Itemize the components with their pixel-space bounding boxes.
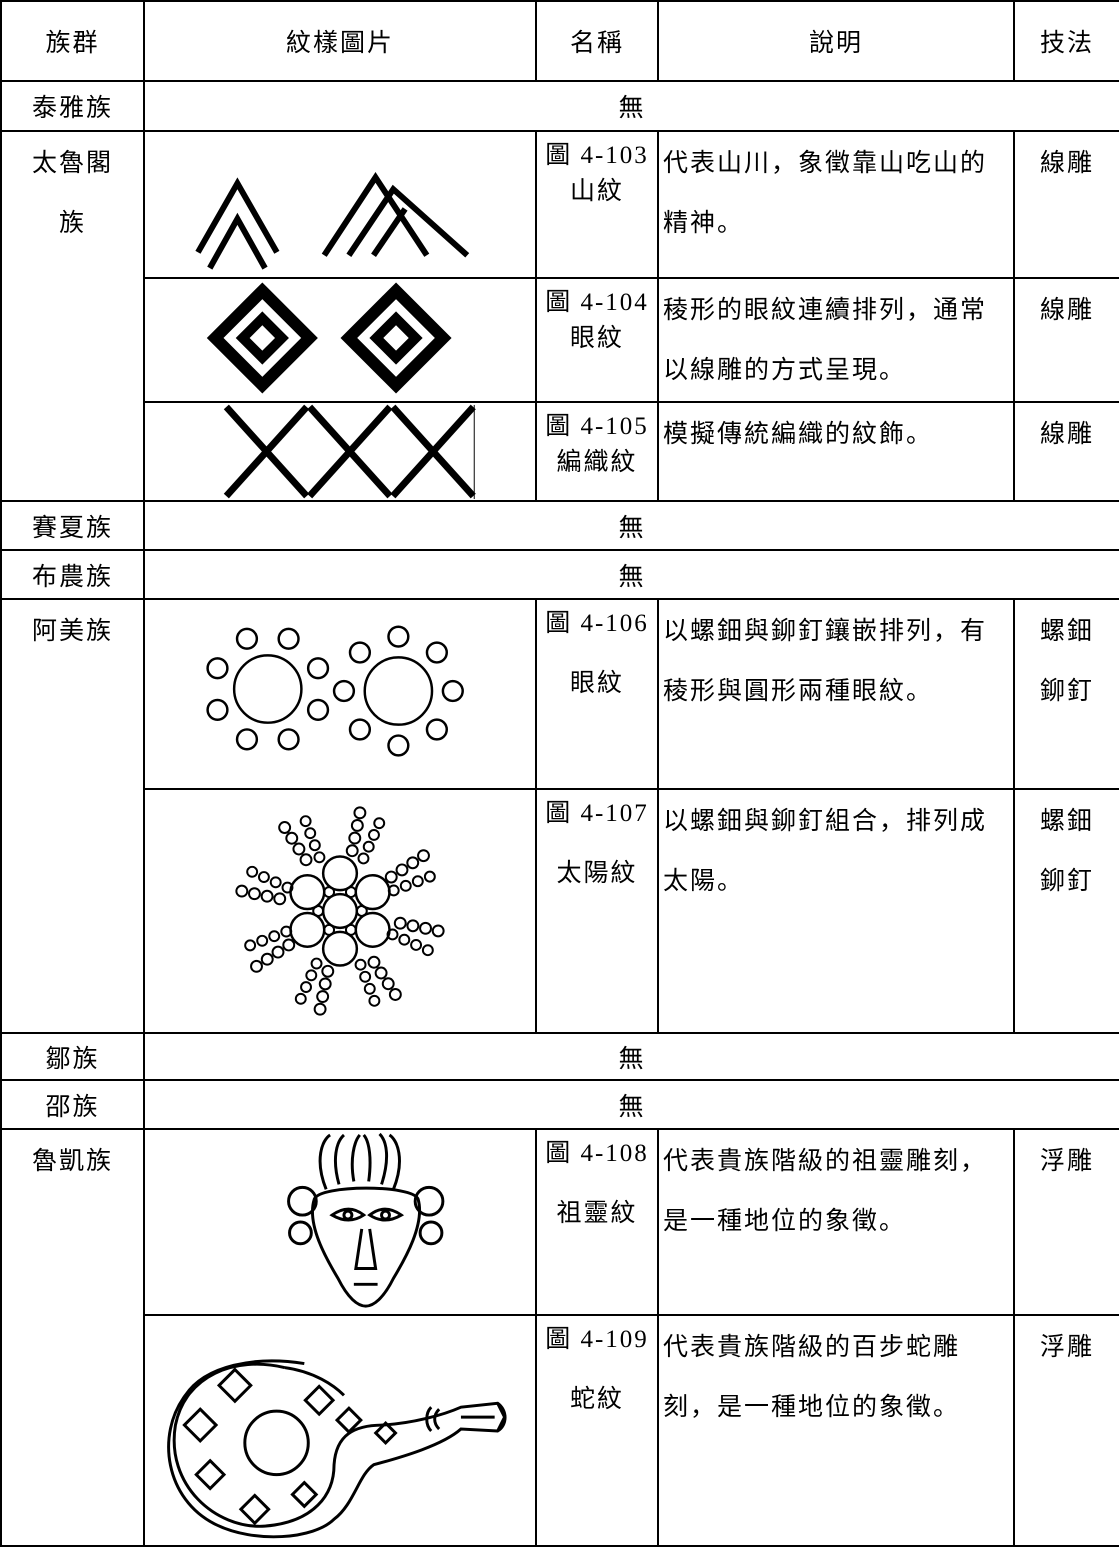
description: 稜形的眼紋連續排列，通常以線雕的方式呈現。 (663, 297, 988, 384)
technique-cell: 線雕 (1013, 277, 1119, 403)
pattern-image (143, 130, 537, 279)
name-cell: 圖 4-104 眼紋 (535, 277, 659, 403)
technique: 線雕 (1039, 421, 1094, 448)
description: 代表貴族階級的祖靈雕刻，是一種地位的象徵。 (663, 1148, 988, 1235)
none-row: 邵族無 (0, 1079, 1119, 1130)
group-cell: 魯凱族 (0, 1128, 145, 1547)
pattern-name: 編織紋 (556, 449, 638, 476)
technique-cell: 浮雕 (1013, 1128, 1119, 1316)
group-cell: 太魯閣族 (0, 130, 145, 502)
pattern-row: 圖 4-105 編織紋 模擬傳統編織的紋飾。 線雕 (1, 401, 1119, 502)
technique: 螺鈿鉚釘 (1039, 618, 1094, 705)
description-cell: 模擬傳統編織的紋飾。 (657, 401, 1015, 502)
name-cell: 圖 4-109 蛇紋 (535, 1314, 659, 1547)
none-row: 鄒族無 (0, 1032, 1119, 1081)
technique: 線雕 (1039, 150, 1094, 177)
description-cell: 代表山川，象徵靠山吃山的精神。 (657, 130, 1015, 279)
pattern-row: 阿美族圖 4-106 眼紋 以螺鈿與鉚釘鑲嵌排列，有稜形與圓形兩種眼紋。 螺鈿鉚釘 (0, 598, 1119, 1034)
header-cell: 族群 (0, 0, 145, 82)
pattern-name: 眼紋 (569, 670, 624, 697)
name-cell: 圖 4-107 太陽紋 (535, 788, 659, 1034)
group-cell: 賽夏族 (0, 500, 145, 551)
pattern-name: 祖靈紋 (556, 1200, 638, 1227)
none-cell: 無 (143, 549, 1119, 600)
description: 代表山川，象徵靠山吃山的精神。 (663, 150, 988, 237)
description-cell: 以螺鈿與鉚釘組合，排列成太陽。 (657, 788, 1015, 1034)
name-cell: 圖 4-106 眼紋 (535, 598, 659, 790)
group-cell: 布農族 (0, 549, 145, 600)
description: 模擬傳統編織的紋飾。 (663, 421, 934, 448)
pattern-name: 太陽紋 (556, 860, 638, 887)
header-cell: 技法 (1013, 0, 1119, 82)
header-cell: 說明 (657, 0, 1015, 82)
description-cell: 代表貴族階級的祖靈雕刻，是一種地位的象徵。 (657, 1128, 1015, 1316)
group-name: 魯凱族 (31, 1148, 113, 1175)
pattern-row: 圖 4-109 蛇紋 代表貴族階級的百步蛇雕刻，是一種地位的象徵。 浮雕 (1, 1314, 1119, 1547)
name-cell: 圖 4-108 祖靈紋 (535, 1128, 659, 1316)
description-cell: 代表貴族階級的百步蛇雕刻，是一種地位的象徵。 (657, 1314, 1015, 1547)
pattern-row: 圖 4-107 太陽紋 以螺鈿與鉚釘組合，排列成太陽。 螺鈿鉚釘 (1, 788, 1119, 1034)
figure-number: 圖 4-107 (545, 800, 649, 827)
technique: 浮雕 (1039, 1148, 1094, 1175)
figure-number: 圖 4-109 (545, 1326, 649, 1353)
pattern-drawing (206, 282, 452, 394)
header-cell: 名稱 (535, 0, 659, 82)
figure-number: 圖 4-105 (545, 413, 649, 440)
header-cell: 紋樣圖片 (143, 0, 537, 82)
pattern-name: 蛇紋 (569, 1386, 624, 1413)
pattern-drawing (235, 806, 445, 1016)
group-cell: 鄒族 (0, 1032, 145, 1081)
description: 以螺鈿與鉚釘鑲嵌排列，有稜形與圓形兩種眼紋。 (663, 618, 988, 705)
pattern-row: 魯凱族 圖 4-108 祖靈紋 代表貴族階級的祖靈雕刻，是一種地位的象徵。 浮雕 (0, 1128, 1119, 1547)
pattern-drawing (223, 404, 476, 500)
description: 以螺鈿與鉚釘組合，排列成太陽。 (663, 808, 988, 895)
description-cell: 以螺鈿與鉚釘鑲嵌排列，有稜形與圓形兩種眼紋。 (657, 598, 1015, 790)
technique: 螺鈿鉚釘 (1039, 808, 1094, 895)
pattern-image (143, 788, 537, 1034)
description: 代表貴族階級的百步蛇雕刻，是一種地位的象徵。 (663, 1334, 961, 1421)
none-cell: 無 (143, 1079, 1119, 1130)
group-name: 阿美族 (31, 618, 113, 645)
none-cell: 無 (143, 1032, 1119, 1081)
pattern-drawing (167, 1359, 507, 1539)
none-cell: 無 (143, 80, 1119, 132)
pattern-image (143, 277, 537, 403)
pattern-image (143, 1314, 537, 1547)
none-row: 布農族無 (0, 549, 1119, 600)
none-row: 賽夏族無 (0, 500, 1119, 551)
pattern-drawing (206, 625, 464, 757)
pattern-image (143, 401, 537, 502)
technique-cell: 線雕 (1013, 130, 1119, 279)
figure-number: 圖 4-104 (545, 289, 649, 316)
description-cell: 稜形的眼紋連續排列，通常以線雕的方式呈現。 (657, 277, 1015, 403)
technique-cell: 螺鈿鉚釘 (1013, 598, 1119, 790)
figure-number: 圖 4-103 (545, 142, 649, 169)
pattern-row: 太魯閣族 圖 4-103 山紋 代表山川，象徵靠山吃山的精神。 線雕 (0, 130, 1119, 502)
pattern-drawing (287, 1132, 445, 1308)
name-cell: 圖 4-105 編織紋 (535, 401, 659, 502)
technique-cell: 線雕 (1013, 401, 1119, 502)
technique: 浮雕 (1039, 1334, 1094, 1361)
pattern-name: 山紋 (569, 178, 624, 205)
group-cell: 泰雅族 (0, 80, 145, 132)
pattern-drawing (195, 171, 470, 270)
figure-number: 圖 4-106 (545, 610, 649, 637)
technique-cell: 浮雕 (1013, 1314, 1119, 1547)
group-name: 太魯閣族 (31, 150, 113, 237)
none-cell: 無 (143, 500, 1119, 551)
group-cell: 阿美族 (0, 598, 145, 1034)
technique: 線雕 (1039, 297, 1094, 324)
pattern-name: 眼紋 (569, 325, 624, 352)
name-cell: 圖 4-103 山紋 (535, 130, 659, 279)
pattern-image (143, 598, 537, 790)
figure-number: 圖 4-108 (545, 1140, 649, 1167)
technique-cell: 螺鈿鉚釘 (1013, 788, 1119, 1034)
header-row: 族群 紋樣圖片 名稱 說明 技法 (0, 0, 1119, 82)
pattern-row: 圖 4-104 眼紋 稜形的眼紋連續排列，通常以線雕的方式呈現。 線雕 (1, 277, 1119, 403)
pattern-image (143, 1128, 537, 1316)
group-cell: 邵族 (0, 1079, 145, 1130)
none-row: 泰雅族無 (0, 80, 1119, 132)
